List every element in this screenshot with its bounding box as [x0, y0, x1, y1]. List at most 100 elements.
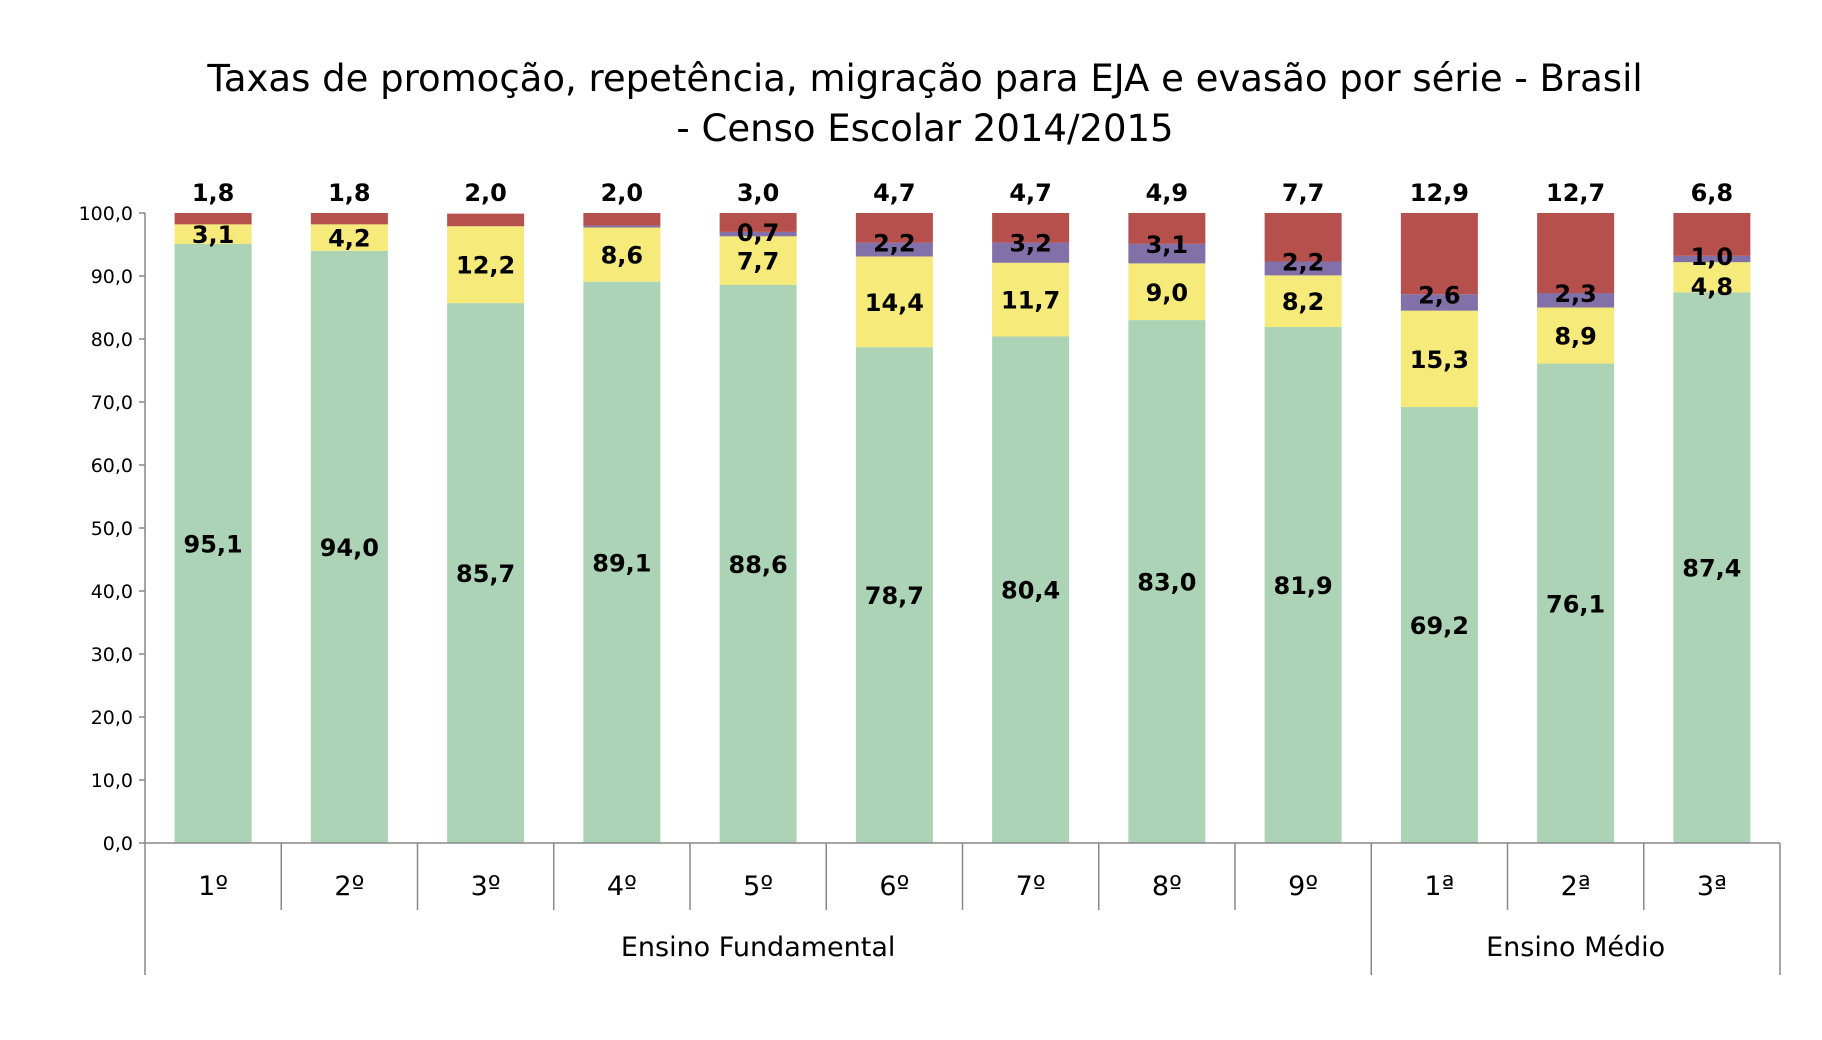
bar-segment-evasao	[174, 213, 252, 225]
data-label-repetencia: 9,0	[1146, 279, 1189, 307]
bar-segment-evasao	[1673, 213, 1751, 256]
data-label-evasao: 1,8	[328, 179, 371, 207]
data-label-repetencia: 4,8	[1691, 273, 1734, 301]
data-label-migracao_eja: 2,2	[873, 230, 916, 258]
bar-segment-promocao	[174, 243, 252, 843]
bar-segment-promocao	[992, 336, 1070, 843]
data-label-evasao: 4,9	[1146, 179, 1189, 207]
bar-segment-evasao	[719, 213, 797, 232]
data-label-repetencia: 7,7	[737, 248, 780, 276]
y-tick-label: 80,0	[91, 329, 133, 351]
bar-segment-migracao_eja	[719, 231, 797, 237]
bar-segment-evasao	[447, 213, 525, 227]
y-tick-label: 0,0	[103, 833, 133, 855]
y-tick-label: 10,0	[91, 770, 133, 792]
plot-area: 0,0 10,0 20,0 30,0 40,0 50,0 60,0 70,0 80,0 90,0 1…	[79, 179, 1781, 975]
bar-segment-repetencia	[1128, 263, 1206, 321]
data-label-evasao: 6,8	[1691, 179, 1734, 207]
bar-segment-migracao_eja	[1537, 293, 1615, 308]
data-label-promocao: 78,7	[865, 582, 924, 610]
y-tick-label: 90,0	[91, 266, 133, 288]
bar-segment-promocao	[310, 250, 388, 844]
bar-segment-repetencia	[1400, 310, 1478, 408]
data-label-promocao: 80,4	[1001, 577, 1060, 605]
data-label-promocao: 94,0	[320, 534, 379, 562]
data-label-promocao: 85,7	[456, 560, 515, 588]
bar-segment-promocao	[583, 281, 661, 843]
data-label-migracao_eja: 2,2	[1282, 249, 1325, 277]
data-label-evasao: 12,9	[1410, 179, 1469, 207]
bar-segment-promocao	[855, 347, 933, 843]
data-label-evasao: 2,0	[464, 179, 507, 207]
y-tick-label: 30,0	[91, 644, 133, 666]
data-label-repetencia: 8,6	[601, 242, 644, 270]
data-label-promocao: 81,9	[1274, 572, 1333, 600]
x-category-label: 7º	[1016, 871, 1046, 902]
data-label-evasao: 1,8	[192, 179, 235, 207]
data-label-repetencia: 11,7	[1001, 287, 1060, 315]
data-label-repetencia: 15,3	[1410, 346, 1469, 374]
data-label-evasao: 4,7	[873, 179, 916, 207]
x-group-label: Ensino Médio	[1486, 932, 1665, 963]
data-label-repetencia: 8,2	[1282, 288, 1325, 316]
bar-segment-repetencia	[855, 256, 933, 348]
bar-segment-repetencia	[447, 226, 525, 304]
y-tick-label: 50,0	[91, 518, 133, 540]
y-tick-label: 70,0	[91, 392, 133, 414]
data-label-repetencia: 8,9	[1554, 323, 1597, 351]
x-category-label: 3ª	[1697, 871, 1727, 902]
data-label-evasao: 12,7	[1546, 179, 1605, 207]
data-label-promocao: 95,1	[184, 530, 243, 558]
data-label-repetencia: 12,2	[456, 252, 515, 280]
bar-segment-promocao	[719, 284, 797, 843]
data-label-migracao_eja: 2,6	[1418, 281, 1461, 309]
bar-segment-repetencia	[174, 224, 252, 244]
x-category-label: 9º	[1288, 871, 1318, 902]
bar-segment-migracao_eja	[992, 242, 1070, 263]
bar-segment-evasao	[855, 213, 933, 243]
x-category-label: 1º	[198, 871, 228, 902]
chart-title-line-1: Taxas de promoção, repetência, migração …	[206, 57, 1642, 100]
bar-segment-repetencia	[583, 227, 661, 282]
bar-segment-evasao	[1264, 213, 1342, 262]
x-category-label: 5º	[743, 871, 773, 902]
bar-segment-migracao_eja	[855, 242, 933, 257]
bar-segment-migracao_eja	[1400, 294, 1478, 311]
bar-segment-migracao_eja	[1673, 255, 1751, 263]
x-category-label: 1ª	[1424, 871, 1454, 902]
x-category-label: 4º	[607, 871, 637, 902]
bar-segment-repetencia	[1673, 262, 1751, 293]
data-label-promocao: 87,4	[1682, 555, 1741, 583]
bar-segment-promocao	[1673, 292, 1751, 843]
bar-segment-repetencia	[1264, 275, 1342, 328]
x-category-label: 2ª	[1561, 871, 1591, 902]
bar-segment-repetencia	[1537, 307, 1615, 364]
x-group-label: Ensino Fundamental	[621, 932, 896, 963]
x-category-label: 8º	[1152, 871, 1182, 902]
bar-segment-migracao_eja	[583, 225, 661, 228]
bar-segment-evasao	[1537, 213, 1615, 294]
bar-segment-evasao	[1128, 213, 1206, 244]
data-label-migracao_eja: 3,2	[1009, 230, 1052, 258]
data-label-migracao_eja: 2,3	[1554, 280, 1597, 308]
bar-segment-evasao	[1400, 213, 1478, 295]
y-tick-label: 40,0	[91, 581, 133, 603]
data-label-migracao_eja: 0,7	[737, 219, 780, 247]
y-tick-label: 100,0	[79, 203, 133, 225]
x-category-label: 2º	[334, 871, 364, 902]
data-label-migracao_eja: 1,0	[1691, 243, 1734, 271]
bar-segment-migracao_eja	[1128, 243, 1206, 264]
bar-segment-promocao	[1537, 363, 1615, 843]
data-label-migracao_eja: 3,1	[1146, 231, 1189, 259]
data-label-evasao: 2,0	[601, 179, 644, 207]
bar-segment-evasao	[992, 213, 1070, 243]
data-label-repetencia: 14,4	[865, 289, 924, 317]
chart-title-line-2: - Censo Escolar 2014/2015	[676, 107, 1173, 150]
data-label-evasao: 7,7	[1282, 179, 1325, 207]
bar-segment-promocao	[1264, 327, 1342, 843]
bar-segment-migracao_eja	[1264, 261, 1342, 276]
bar-segment-repetencia	[719, 236, 797, 285]
y-tick-label: 20,0	[91, 707, 133, 729]
